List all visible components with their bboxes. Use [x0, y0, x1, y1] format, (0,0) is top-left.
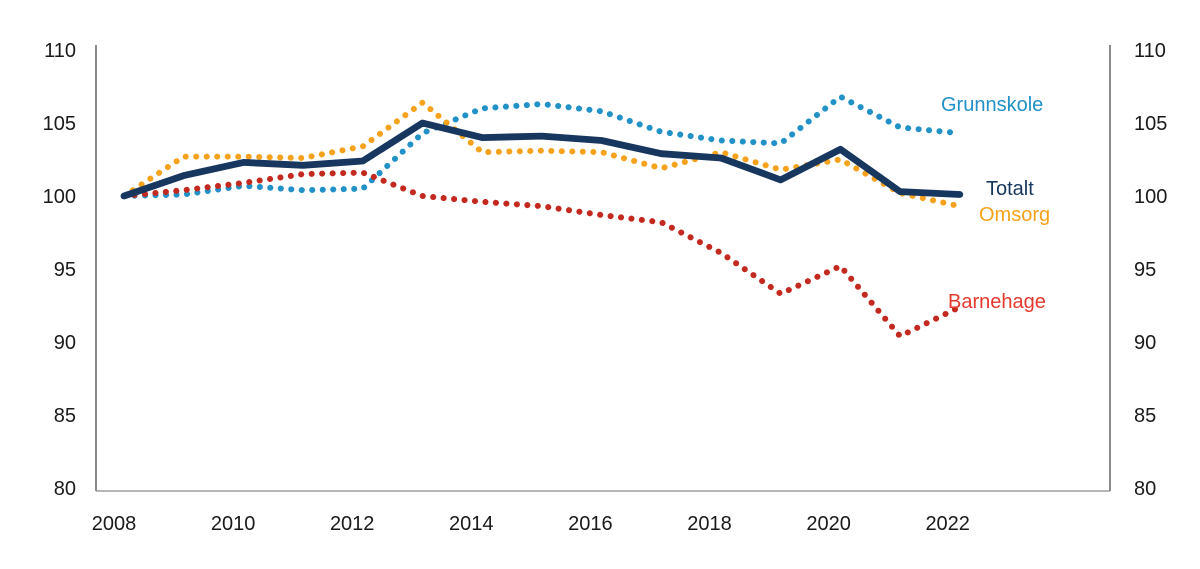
y-tick-label: 80 — [1134, 478, 1156, 500]
y-tick-label: 90 — [1134, 332, 1156, 354]
series-label-grunnskole: Grunnskole — [941, 94, 1044, 116]
series-label-omsorg: Omsorg — [979, 204, 1051, 226]
y-tick-label: 95 — [1134, 259, 1156, 281]
x-tick-label: 2022 — [925, 513, 970, 535]
x-tick-label: 2012 — [330, 513, 375, 535]
y-tick-labels-left: 80 85 90 95 100 105 110 — [43, 40, 76, 500]
x-tick-label: 2018 — [687, 513, 732, 535]
y-tick-label: 105 — [1134, 113, 1167, 135]
y-tick-label: 90 — [54, 332, 76, 354]
axes — [95, 45, 1111, 492]
x-tick-label: 2010 — [211, 513, 256, 535]
y-tick-label: 100 — [1134, 186, 1167, 208]
y-tick-label: 105 — [43, 113, 76, 135]
x-tick-label: 2008 — [92, 513, 137, 535]
series-label-totalt: Totalt — [986, 178, 1034, 200]
x-tick-label: 2014 — [449, 513, 494, 535]
y-tick-label: 85 — [1134, 405, 1156, 427]
y-tick-label: 80 — [54, 478, 76, 500]
y-tick-label: 85 — [54, 405, 76, 427]
y-tick-label: 110 — [1134, 40, 1166, 62]
series-line-barnehage — [121, 169, 963, 340]
y-tick-label: 110 — [44, 40, 76, 62]
series-line-omsorg — [121, 99, 963, 210]
series-label-barnehage: Barnehage — [948, 291, 1046, 313]
series-line-totalt — [120, 119, 964, 200]
x-tick-label: 2016 — [568, 513, 613, 535]
y-tick-label: 95 — [54, 259, 76, 281]
y-tick-label: 100 — [43, 186, 76, 208]
y-tick-labels-right: 80 85 90 95 100 105 110 — [1134, 40, 1167, 500]
x-tick-labels: 2008 2010 2012 2014 2016 2018 2020 2022 — [92, 513, 970, 535]
x-tick-label: 2020 — [806, 513, 851, 535]
